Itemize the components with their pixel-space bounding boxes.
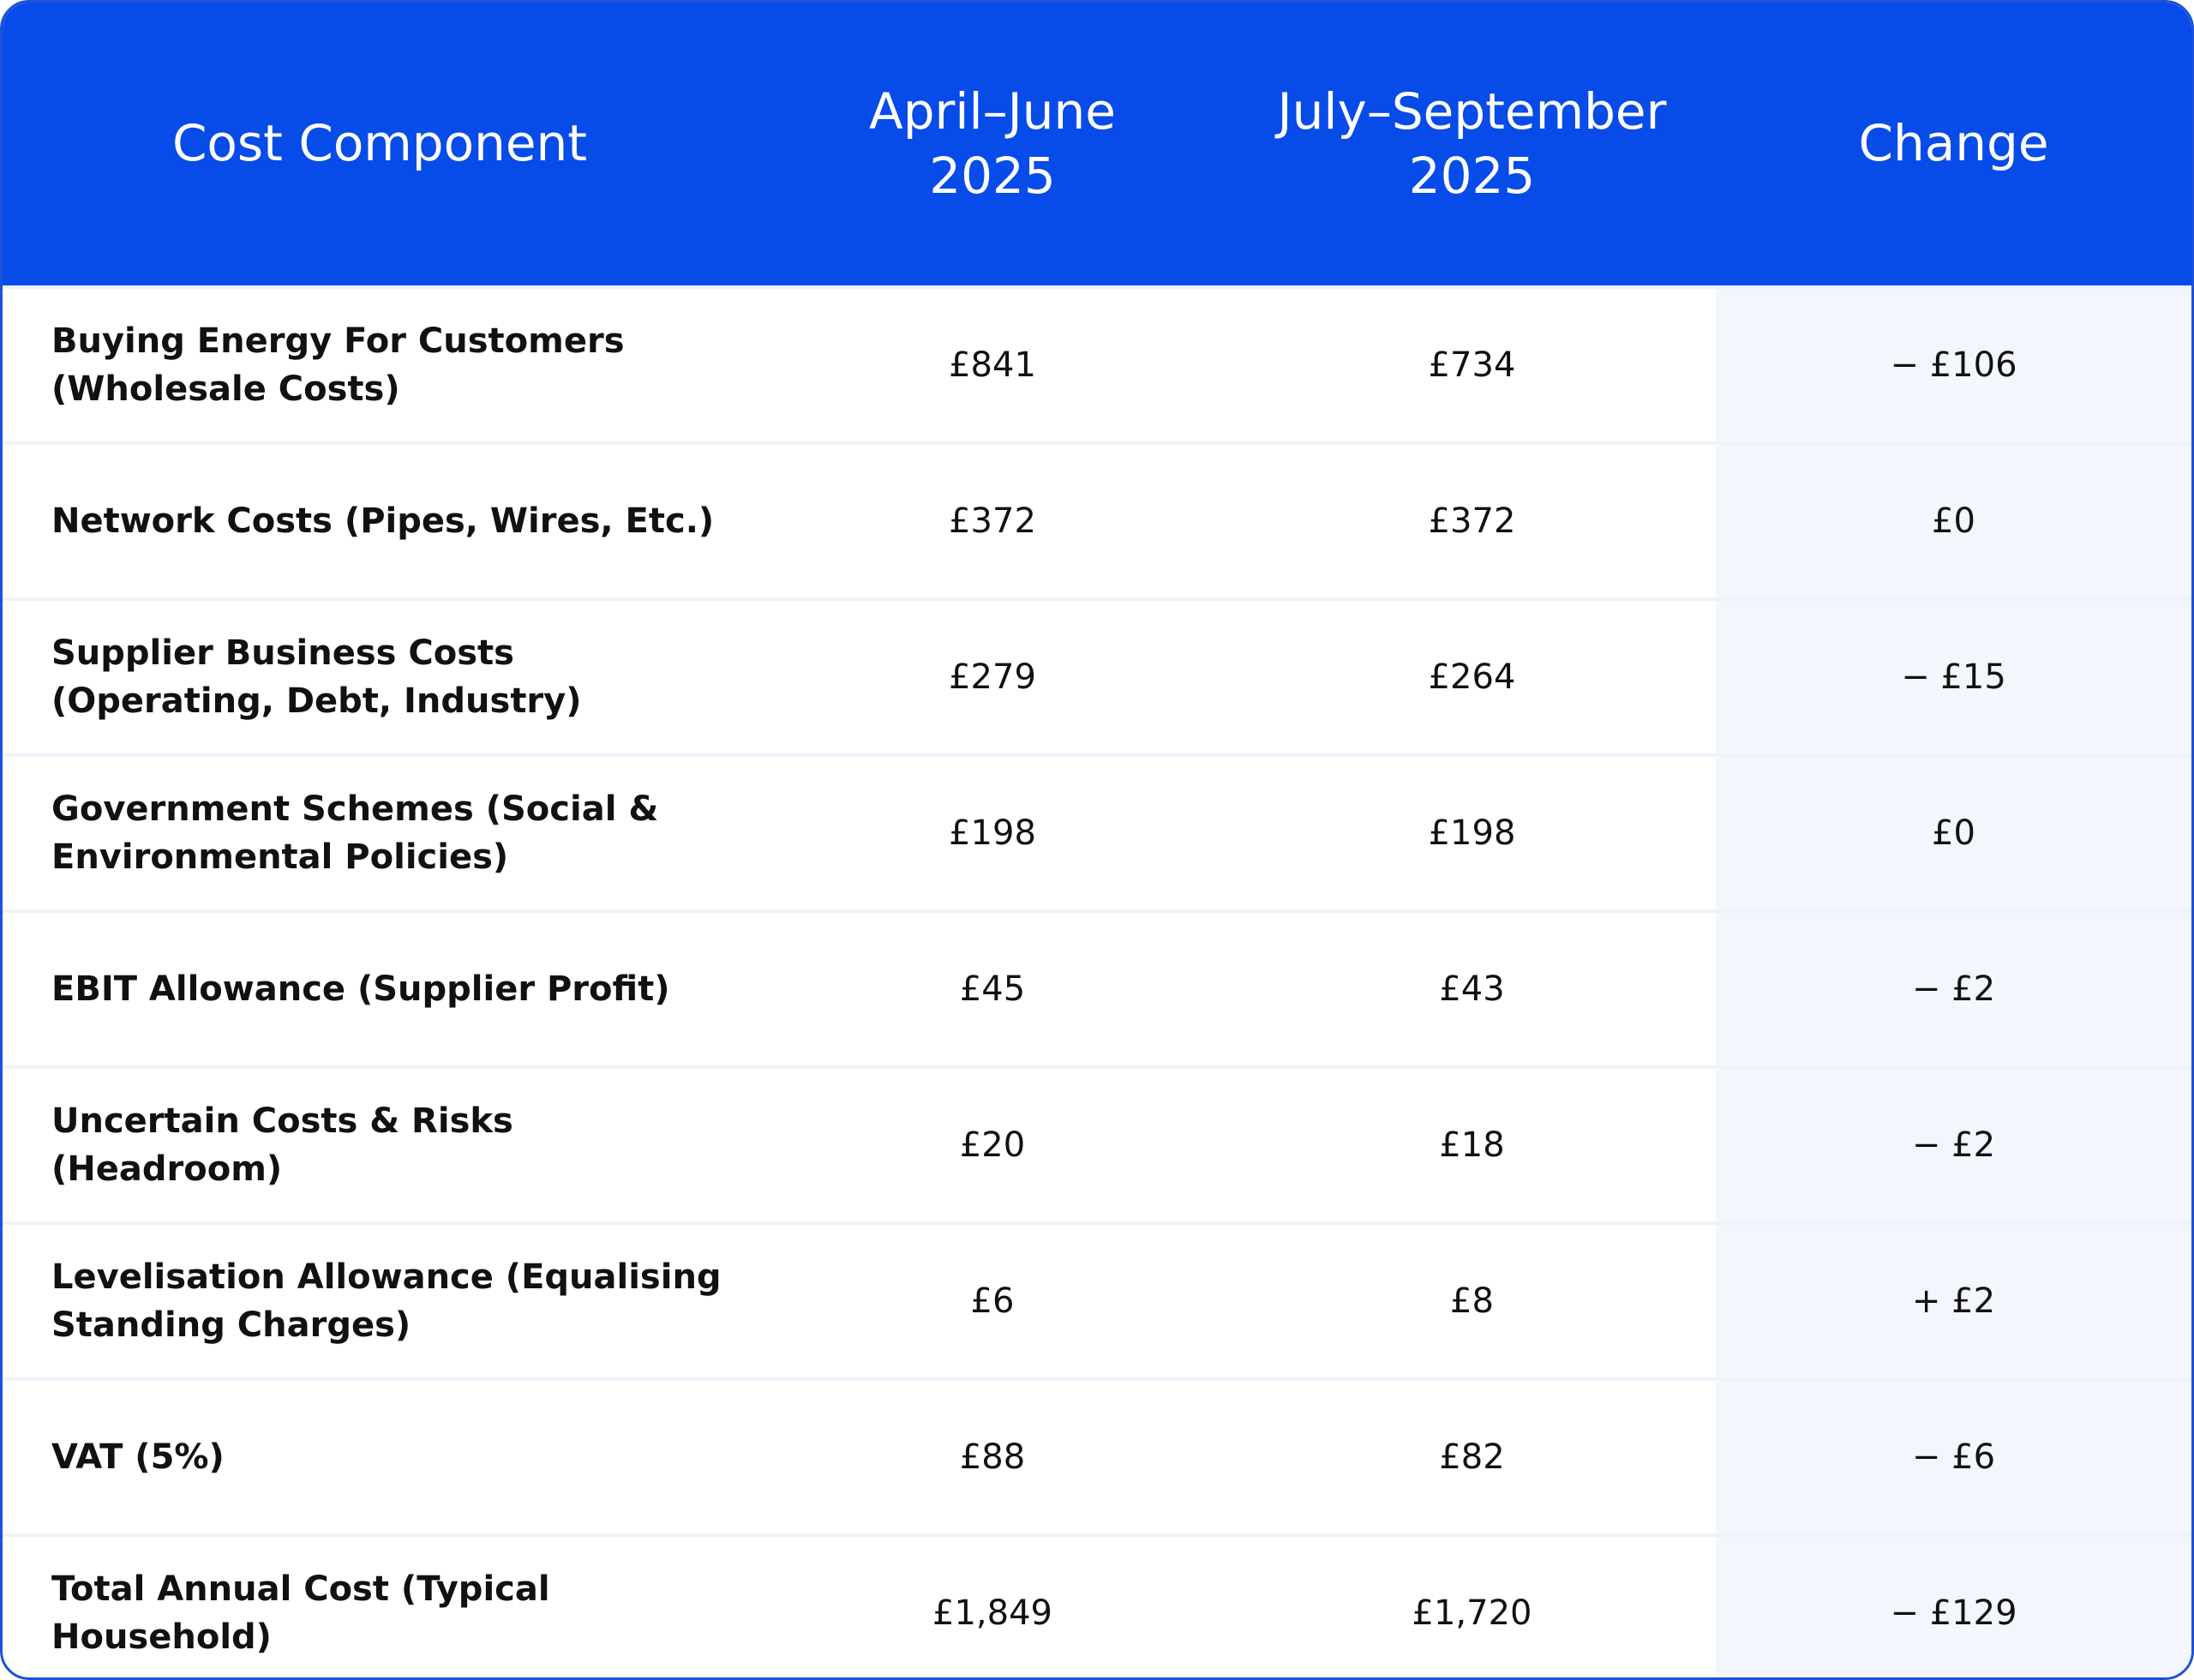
cell-value: £1,849 [932, 1593, 1052, 1633]
row-label: Supplier Business Costs (Operating, Debt… [51, 633, 582, 721]
row-label: Uncertain Costs & Risks (Headroom) [51, 1101, 513, 1189]
cell-value: £1,720 [1412, 1593, 1532, 1633]
row-label-cell: Buying Energy For Customers (Wholesale C… [3, 285, 757, 443]
table-row: Total Annual Cost (Typical Household) £1,… [3, 1533, 2191, 1677]
table-row: Government Schemes (Social & Environment… [3, 753, 2191, 911]
value-cell: − £2 [1716, 1065, 2191, 1223]
row-label: EBIT Allowance (Supplier Profit) [51, 969, 670, 1009]
header-text: Change [1858, 114, 2049, 173]
table-row: EBIT Allowance (Supplier Profit) £45 £43 − … [3, 909, 2191, 1067]
cell-value: − £6 [1911, 1437, 1996, 1477]
cell-value: + £2 [1911, 1281, 1996, 1321]
cell-value: − £2 [1911, 969, 1996, 1009]
row-label: Total Annual Cost (Typical Household) [51, 1569, 550, 1657]
value-cell: £82 [1228, 1377, 1716, 1535]
row-label-cell: EBIT Allowance (Supplier Profit) [3, 909, 757, 1067]
cell-value: £734 [1428, 345, 1516, 385]
header-cell: Cost Component [3, 3, 757, 287]
row-label-cell: Uncertain Costs & Risks (Headroom) [3, 1065, 757, 1223]
header-text: July–September 2025 [1277, 81, 1667, 205]
cell-value: £88 [959, 1437, 1026, 1477]
value-cell: £1,720 [1228, 1533, 1716, 1677]
value-cell: + £2 [1716, 1221, 2191, 1379]
table-row: Buying Energy For Customers (Wholesale C… [3, 285, 2191, 443]
value-cell: £43 [1228, 909, 1716, 1067]
cell-value: − £2 [1911, 1125, 1996, 1165]
row-label: Buying Energy For Customers (Wholesale C… [51, 321, 625, 409]
cell-value: £372 [949, 501, 1036, 541]
header-text: April–June 2025 [869, 81, 1116, 205]
header-cell: Change [1716, 3, 2191, 287]
value-cell: − £2 [1716, 909, 2191, 1067]
row-label: Levelisation Allowance (Equalising Stand… [51, 1257, 722, 1345]
cell-value: £43 [1439, 969, 1505, 1009]
value-cell: £6 [757, 1221, 1228, 1379]
value-cell: £1,849 [757, 1533, 1228, 1677]
cell-value: £198 [949, 813, 1036, 853]
value-cell: £264 [1228, 597, 1716, 755]
value-cell: £279 [757, 597, 1228, 755]
row-label-cell: Levelisation Allowance (Equalising Stand… [3, 1221, 757, 1379]
value-cell: £20 [757, 1065, 1228, 1223]
row-label-cell: Government Schemes (Social & Environment… [3, 753, 757, 911]
value-cell: − £6 [1716, 1377, 2191, 1535]
value-cell: £841 [757, 285, 1228, 443]
table-row: Supplier Business Costs (Operating, Debt… [3, 597, 2191, 755]
cell-value: £20 [959, 1125, 1026, 1165]
header-row: Cost Component April–June 2025 July–Septem… [3, 3, 2191, 287]
cell-value: − £106 [1890, 345, 2017, 385]
value-cell: − £129 [1716, 1533, 2191, 1677]
value-cell: £0 [1716, 441, 2191, 599]
header-text: Cost Component [171, 114, 588, 173]
row-label: Government Schemes (Social & Environment… [51, 789, 659, 877]
value-cell: £734 [1228, 285, 1716, 443]
table-row: Uncertain Costs & Risks (Headroom) £20 £18… [3, 1065, 2191, 1223]
value-cell: £372 [1228, 441, 1716, 599]
value-cell: £8 [1228, 1221, 1716, 1379]
cell-value: − £15 [1901, 657, 2006, 697]
cell-value: £0 [1932, 501, 1975, 541]
cell-value: £372 [1428, 501, 1516, 541]
value-cell: £372 [757, 441, 1228, 599]
cell-value: £198 [1428, 813, 1516, 853]
cell-value: − £129 [1890, 1593, 2017, 1633]
table-row: Levelisation Allowance (Equalising Stand… [3, 1221, 2191, 1379]
cell-value: £0 [1932, 813, 1975, 853]
value-cell: £18 [1228, 1065, 1716, 1223]
header-cell: July–September 2025 [1228, 3, 1716, 287]
row-label: VAT (5%) [51, 1437, 225, 1477]
table-row: Network Costs (Pipes, Wires, Etc.) £372 £3… [3, 441, 2191, 599]
value-cell: £0 [1716, 753, 2191, 911]
cell-value: £8 [1450, 1281, 1494, 1321]
table-row: VAT (5%) £88 £82 − £6 [3, 1377, 2191, 1535]
row-label: Network Costs (Pipes, Wires, Etc.) [51, 501, 715, 541]
header-cell: April–June 2025 [757, 3, 1228, 287]
cell-value: £6 [970, 1281, 1015, 1321]
row-label-cell: Network Costs (Pipes, Wires, Etc.) [3, 441, 757, 599]
row-label-cell: Total Annual Cost (Typical Household) [3, 1533, 757, 1677]
cell-value: £841 [949, 345, 1036, 385]
table-body: Buying Energy For Customers (Wholesale C… [3, 285, 2191, 1677]
cost-table: Cost Component April–June 2025 July–Septem… [3, 3, 2191, 1677]
cell-value: £82 [1439, 1437, 1505, 1477]
cell-value: £18 [1439, 1125, 1505, 1165]
value-cell: − £15 [1716, 597, 2191, 755]
cell-value: £264 [1428, 657, 1516, 697]
cell-value: £279 [949, 657, 1036, 697]
value-cell: £45 [757, 909, 1228, 1067]
row-label-cell: Supplier Business Costs (Operating, Debt… [3, 597, 757, 755]
cell-value: £45 [959, 969, 1026, 1009]
value-cell: £88 [757, 1377, 1228, 1535]
row-label-cell: VAT (5%) [3, 1377, 757, 1535]
value-cell: £198 [1228, 753, 1716, 911]
value-cell: − £106 [1716, 285, 2191, 443]
value-cell: £198 [757, 753, 1228, 911]
